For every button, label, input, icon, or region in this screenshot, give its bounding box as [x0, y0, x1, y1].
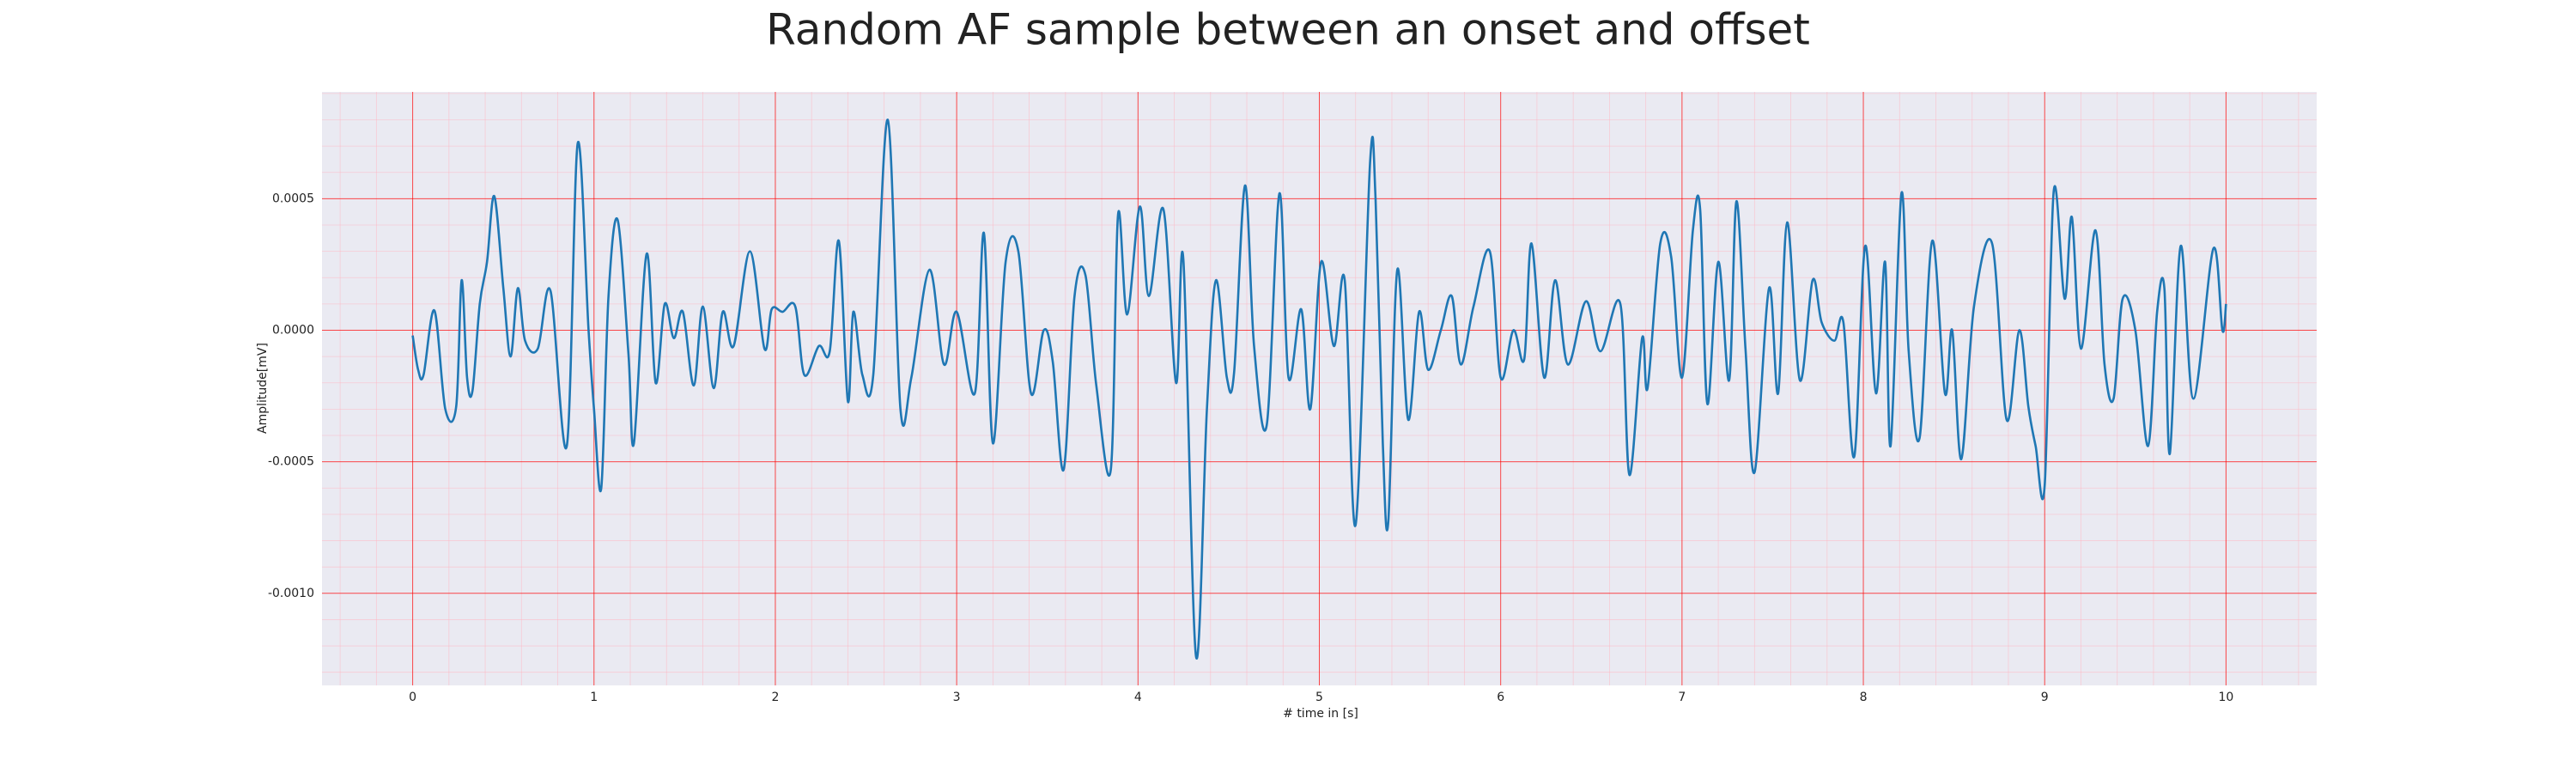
major-grid [322, 92, 2317, 685]
x-tick-label: 5 [1315, 691, 1323, 704]
y-tick-label: -0.0010 [268, 587, 314, 600]
x-tick-label: 7 [1678, 691, 1686, 704]
x-tick-label: 6 [1497, 691, 1504, 704]
y-tick-label: 0.0000 [272, 324, 314, 338]
x-tick-label: 10 [2218, 691, 2233, 704]
signal-line [411, 119, 2227, 660]
x-tick-label: 4 [1134, 691, 1142, 704]
x-tick-label: 3 [953, 691, 961, 704]
x-tick-label: 0 [409, 691, 416, 704]
chart-title: Random AF sample between an onset and of… [766, 5, 1810, 55]
x-tick-label: 1 [590, 691, 598, 704]
y-tick-label: 0.0005 [272, 192, 314, 205]
x-axis-label: # time in [s] [1283, 707, 1358, 721]
x-tick-label: 8 [1860, 691, 1868, 704]
y-axis-label: Amplitude[mV] [256, 343, 270, 434]
y-tick-label: -0.0005 [268, 455, 314, 469]
x-tick-label: 9 [2041, 691, 2049, 704]
x-tick-label: 2 [771, 691, 779, 704]
